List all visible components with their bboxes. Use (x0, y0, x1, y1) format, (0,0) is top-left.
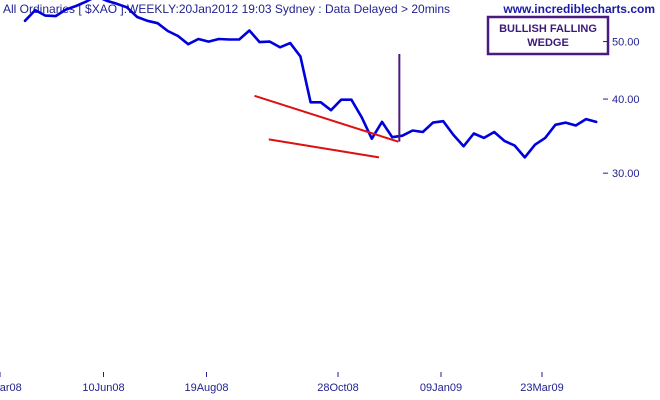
chart-title: All Ordinaries [ $XAO ]:WEEKLY:20Jan2012… (3, 2, 450, 16)
y-tick-label: 60.00 (612, 0, 640, 2)
x-tick-label: 28Oct08 (317, 382, 359, 394)
annotation-layer: BULLISH FALLING WEDGE (398, 15, 610, 142)
trendline-layer (254, 94, 399, 159)
series-layer (23, 0, 598, 159)
trendline-upper (254, 94, 399, 143)
x-tick-label: 09Jan09 (420, 382, 462, 394)
y-tick-label: 50.00 (612, 37, 640, 49)
annotation-text: BULLISH FALLING (499, 23, 597, 35)
annotation-box (486, 15, 610, 56)
y-axis: 30.00 40.00 50.00 60.00 (603, 0, 640, 180)
trendline-lower (268, 138, 380, 159)
annotation-text: WEDGE (527, 37, 569, 49)
y-tick-label: 40.00 (612, 94, 640, 106)
x-axis: 28Mar08 10Jun08 19Aug08 28Oct08 09Jan09 23Mar… (0, 372, 564, 394)
x-tick-label: 10Jun08 (82, 382, 124, 394)
watermark: www.incrediblecharts.com (502, 2, 655, 16)
x-tick-label: 28Mar08 (0, 382, 22, 394)
x-tick-label: 23Mar09 (520, 382, 563, 394)
x-tick-label: 19Aug08 (184, 382, 228, 394)
y-tick-label: 30.00 (612, 168, 640, 180)
price-line (23, 0, 598, 159)
